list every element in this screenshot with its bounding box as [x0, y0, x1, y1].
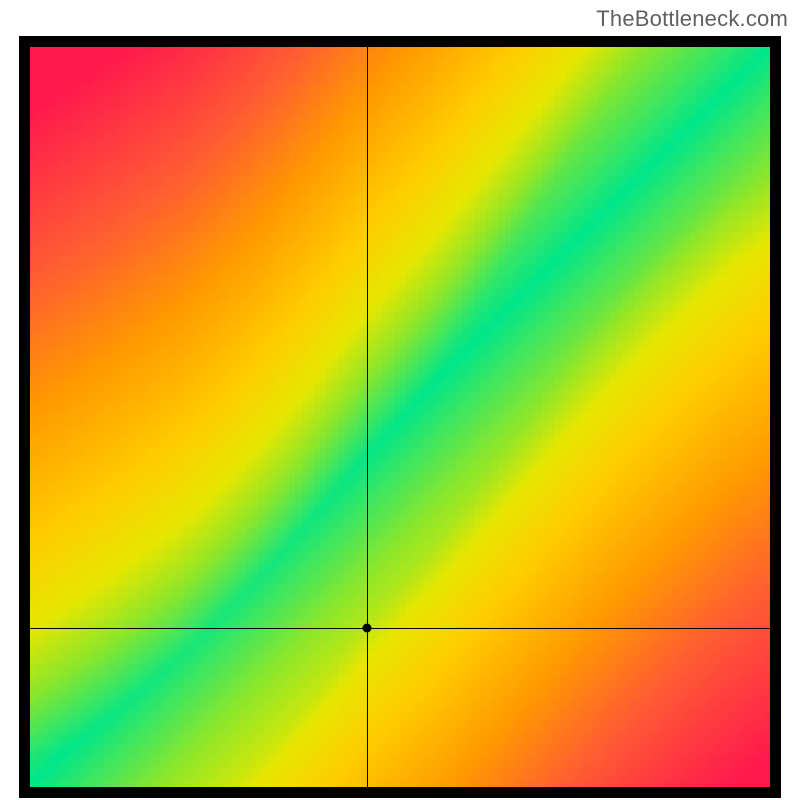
- chart-container: TheBottleneck.com: [0, 0, 800, 800]
- chart-frame: [19, 36, 781, 798]
- marker-dot: [362, 623, 371, 632]
- crosshair-horizontal: [30, 628, 770, 629]
- heatmap-plot: [30, 47, 770, 787]
- heatmap-canvas: [30, 47, 770, 787]
- crosshair-vertical: [367, 47, 368, 787]
- watermark-text: TheBottleneck.com: [596, 6, 788, 32]
